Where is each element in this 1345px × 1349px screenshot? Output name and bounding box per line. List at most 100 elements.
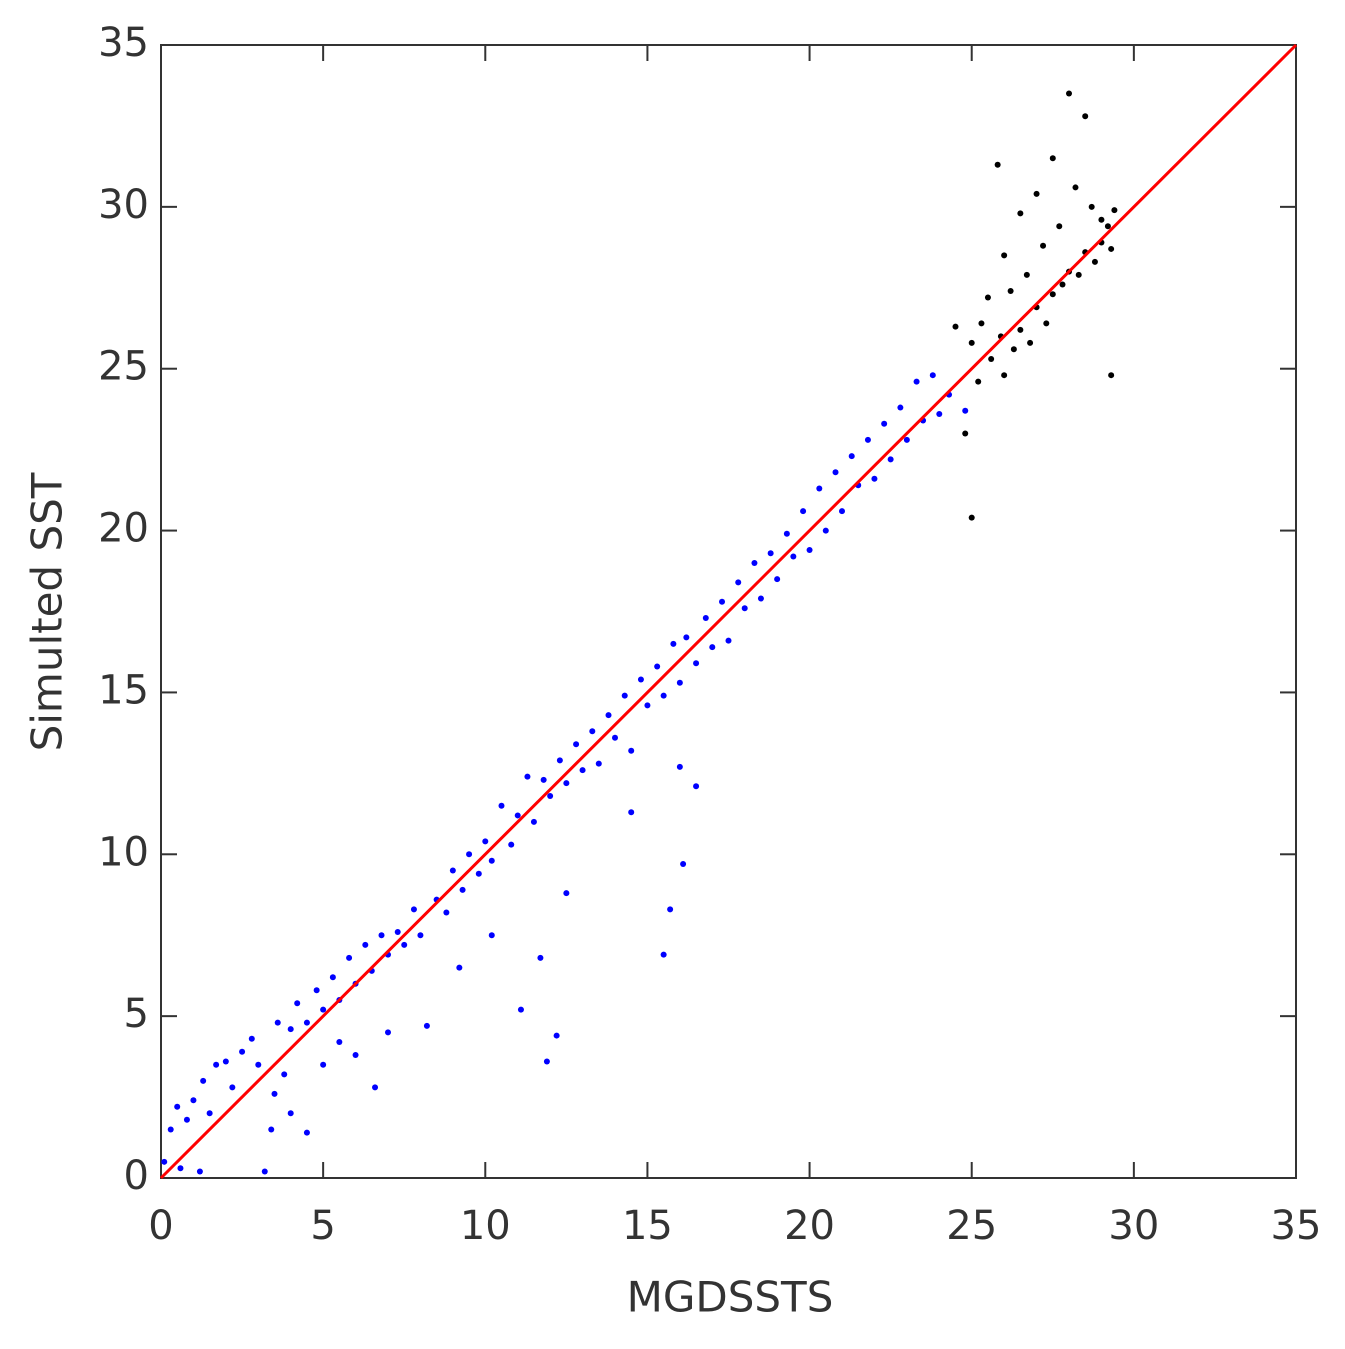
scatter-point xyxy=(735,579,742,586)
y-axis-title: Simulted SST xyxy=(23,472,72,751)
scatter-point xyxy=(174,1103,181,1110)
scatter-point xyxy=(346,954,353,961)
scatter-point xyxy=(537,954,544,961)
scatter-point xyxy=(654,663,661,670)
scatter-point xyxy=(287,1026,294,1033)
scatter-point xyxy=(751,559,758,566)
scatter-point xyxy=(177,1165,184,1172)
scatter-point xyxy=(362,941,369,948)
scatter-point xyxy=(1040,242,1047,249)
x-tick-label: 20 xyxy=(784,1203,835,1249)
scatter-point xyxy=(268,1126,275,1133)
scatter-point xyxy=(167,1126,174,1133)
scatter-point xyxy=(547,793,554,800)
scatter-point xyxy=(767,550,774,557)
scatter-point xyxy=(595,760,602,767)
scatter-point xyxy=(524,773,531,780)
scatter-point xyxy=(488,857,495,864)
scatter-point xyxy=(800,508,807,515)
scatter-point xyxy=(984,294,991,301)
scatter-point xyxy=(161,1158,168,1165)
scatter-point xyxy=(1056,223,1063,230)
scatter-point xyxy=(1075,271,1082,278)
scatter-point xyxy=(239,1048,246,1055)
scatter-point xyxy=(410,906,417,913)
scatter-point xyxy=(670,640,677,647)
scatter-point xyxy=(540,776,547,783)
scatter-point xyxy=(702,614,709,621)
x-tick-label: 0 xyxy=(148,1203,173,1249)
scatter-point xyxy=(1082,113,1089,120)
scatter-point xyxy=(417,932,424,939)
x-axis-title: MGDSSTS xyxy=(627,1273,834,1322)
scatter-point xyxy=(612,734,618,741)
scatter-point xyxy=(1049,291,1056,298)
scatter-point xyxy=(563,890,570,897)
scatter-point xyxy=(498,802,505,809)
scatter-point xyxy=(553,1032,560,1039)
scatter-point xyxy=(1010,346,1017,353)
scatter-point xyxy=(693,660,700,667)
scatter-point xyxy=(589,728,596,735)
scatter-point xyxy=(320,1061,327,1068)
scatter-point xyxy=(1111,207,1118,214)
scatter-point xyxy=(1059,281,1066,288)
scatter-point xyxy=(774,576,781,583)
y-tick-label: 35 xyxy=(98,20,149,66)
scatter-point xyxy=(281,1071,288,1078)
scatter-point xyxy=(401,941,408,948)
scatter-point xyxy=(372,1084,379,1091)
scatter-point xyxy=(660,692,667,699)
y-tick-label: 0 xyxy=(124,1153,149,1199)
scatter-point xyxy=(822,527,829,534)
x-tick-label: 5 xyxy=(310,1203,335,1249)
scatter-point xyxy=(1007,288,1014,295)
scatter-point xyxy=(913,378,920,385)
scatter-point xyxy=(488,932,495,939)
scatter-point xyxy=(530,818,537,825)
scatter-point xyxy=(248,1035,255,1042)
scatter-point xyxy=(508,841,515,848)
y-tick-label: 10 xyxy=(98,829,149,875)
scatter-point xyxy=(394,928,401,935)
x-tick-label: 15 xyxy=(622,1203,673,1249)
scatter-point xyxy=(443,909,450,916)
scatter-point xyxy=(693,783,700,790)
scatter-point xyxy=(1023,271,1030,278)
scatter-point xyxy=(683,634,690,641)
scatter-point xyxy=(1043,320,1050,327)
scatter-point xyxy=(741,605,748,612)
scatter-point xyxy=(222,1058,229,1065)
scatter-point xyxy=(667,906,674,913)
scatter-point xyxy=(988,356,995,363)
scatter-point xyxy=(579,767,586,774)
scatter-point xyxy=(709,644,716,651)
scatter-point xyxy=(1098,216,1105,223)
scatter-point xyxy=(790,553,797,560)
scatter-point xyxy=(287,1110,294,1117)
scatter-point xyxy=(725,637,732,644)
scatter-point xyxy=(1108,245,1115,252)
y-tick-label: 30 xyxy=(98,182,149,228)
scatter-point xyxy=(994,161,1001,168)
scatter-point xyxy=(968,514,975,521)
scatter-point xyxy=(274,1019,281,1026)
scatter-point xyxy=(881,420,888,427)
scatter-point xyxy=(637,676,644,683)
scatter-point xyxy=(644,702,651,709)
scatter-point xyxy=(628,747,635,754)
scatter-point xyxy=(839,508,845,515)
scatter-point xyxy=(352,1051,359,1058)
scatter-point xyxy=(936,411,943,418)
scatter-point xyxy=(303,1019,310,1026)
scatter-point xyxy=(806,546,813,553)
scatter-point xyxy=(271,1090,278,1097)
y-tick-label: 20 xyxy=(98,506,149,552)
scatter-point xyxy=(459,886,466,893)
scatter-point xyxy=(1049,155,1056,162)
scatter-point xyxy=(517,1006,524,1013)
scatter-point xyxy=(1017,210,1024,217)
scatter-point xyxy=(563,780,570,787)
scatter-point xyxy=(978,320,985,327)
